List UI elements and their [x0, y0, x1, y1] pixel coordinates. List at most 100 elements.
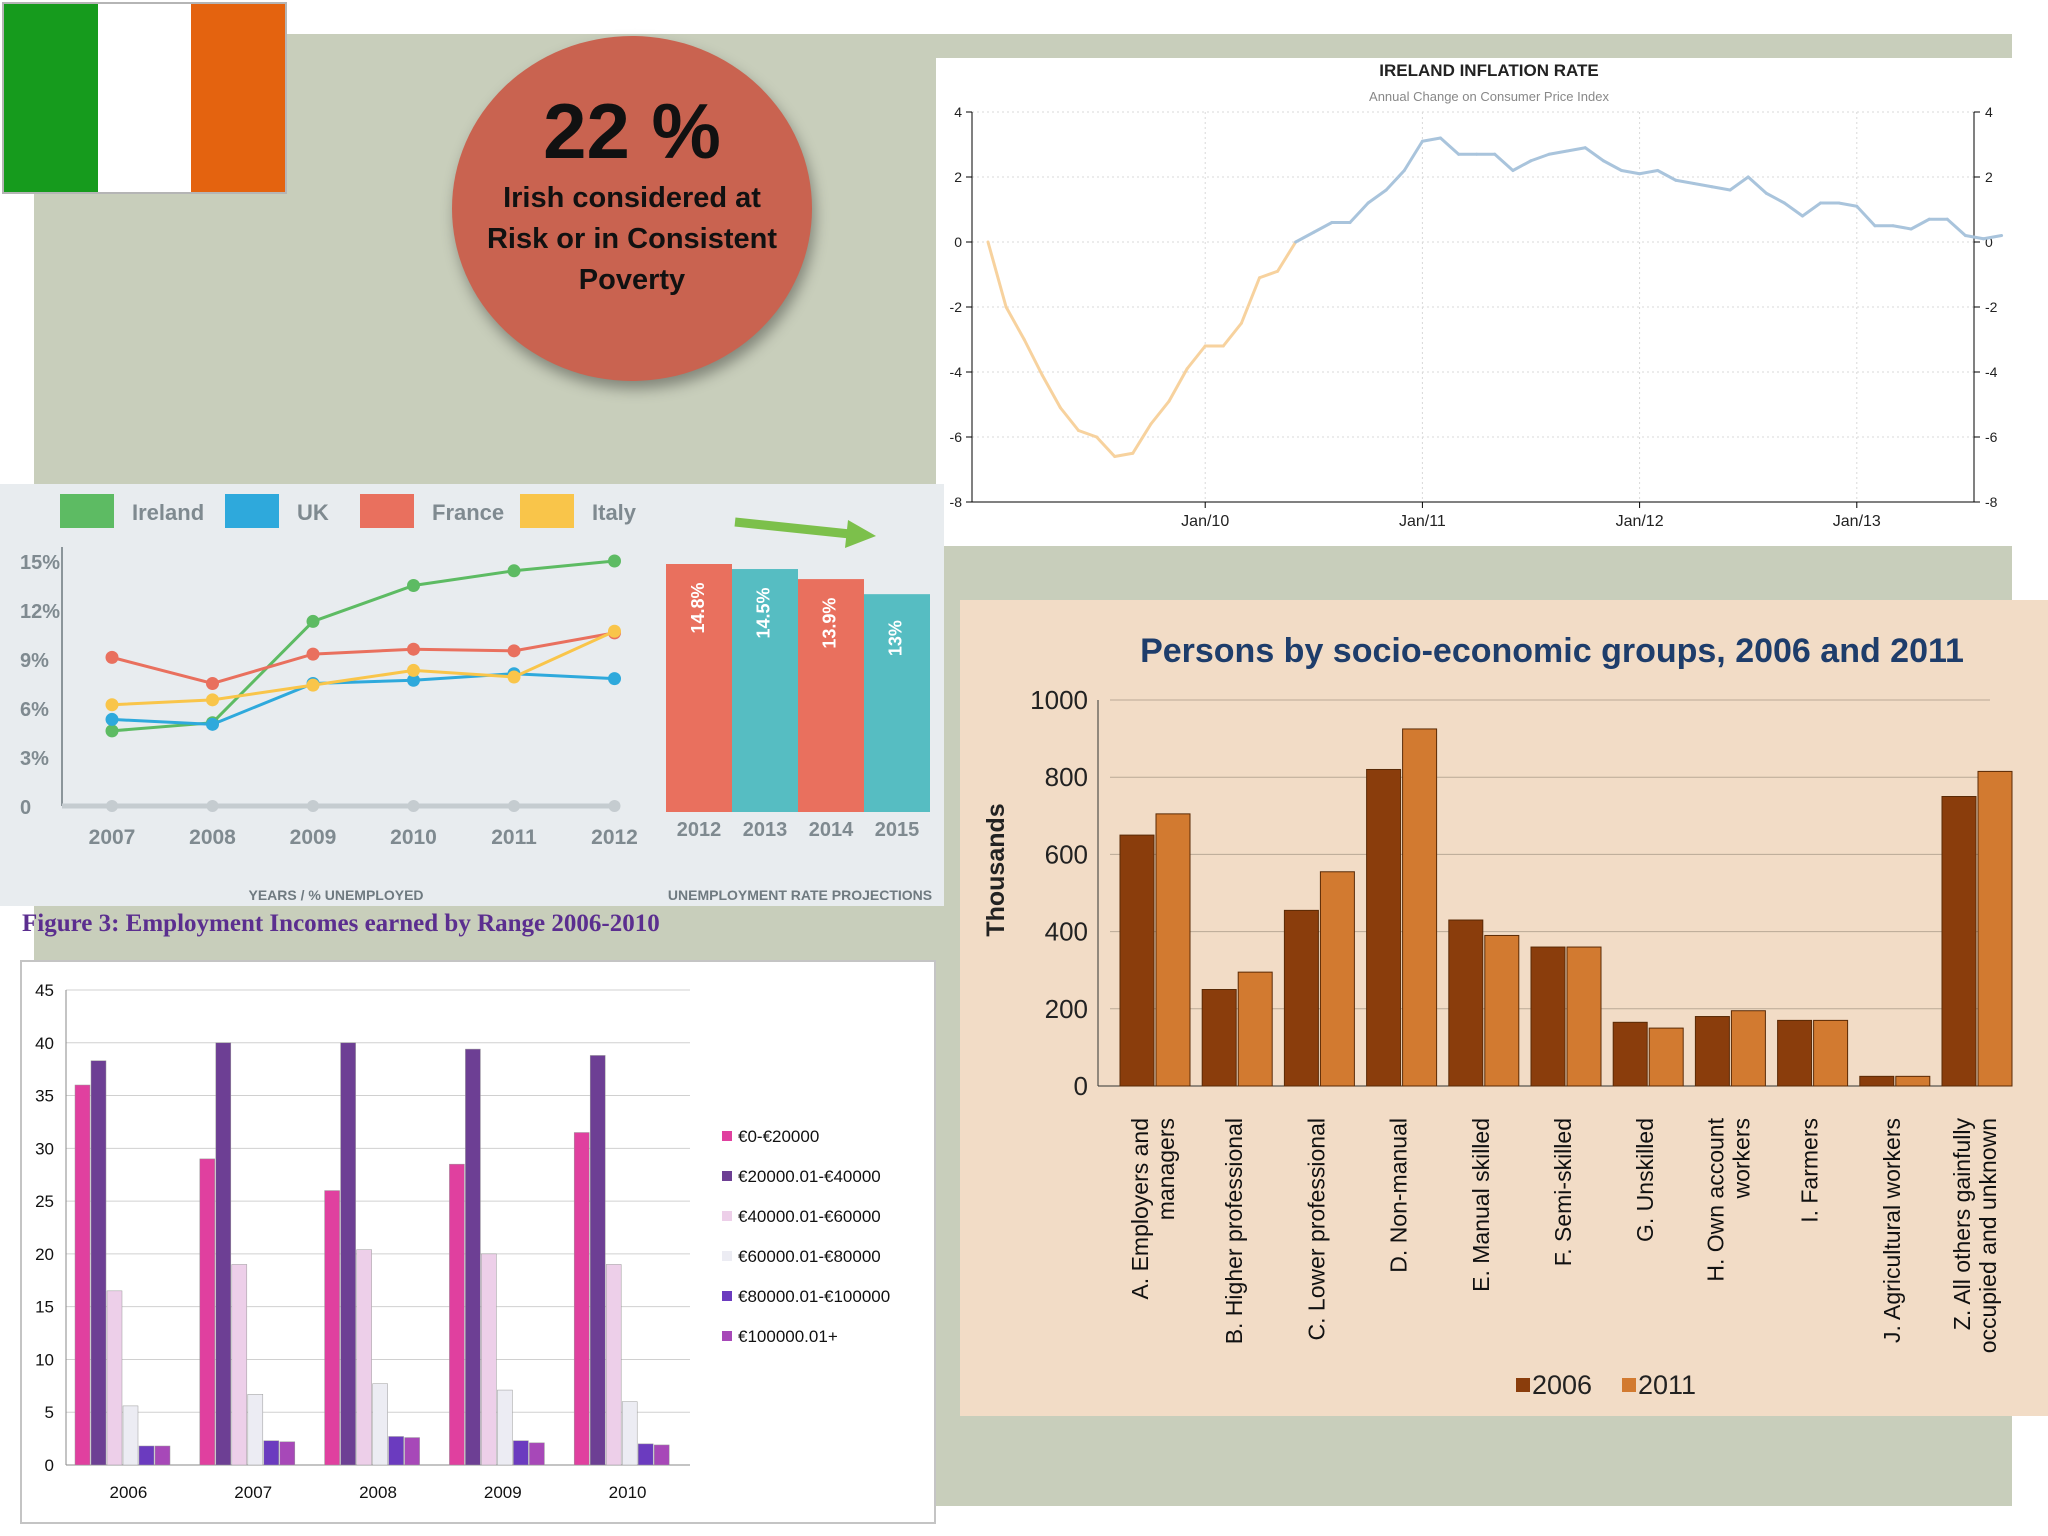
socio-legend-label: 2006: [1532, 1370, 1592, 1400]
projection-xtick-label: 2014: [809, 819, 854, 841]
emp-bar: [589, 1055, 606, 1466]
employment-incomes-title: Figure 3: Employment Incomes earned by R…: [22, 910, 660, 937]
unemp-point-ireland: [407, 579, 420, 592]
inflation-line-segment: [1601, 159, 1623, 172]
socio-category-label: B. Higher professional: [1221, 1118, 1247, 1344]
socio-category-label: C. Lower professional: [1303, 1118, 1329, 1340]
emp-ytick-label: 10: [35, 1350, 54, 1369]
socio-legend-label: 2011: [1638, 1370, 1696, 1400]
unemp-legend-swatch-ireland: [60, 494, 114, 528]
inflation-ytick-label-right: -4: [1985, 364, 1998, 380]
emp-ytick-label: 20: [35, 1245, 54, 1264]
socio-category-label-line: A. Employers and: [1127, 1118, 1153, 1300]
inflation-line-segment: [1855, 204, 1877, 228]
socio-bar: [1530, 946, 1566, 1087]
projection-bar-label: 13.9%: [820, 598, 840, 649]
projection-bar: [732, 569, 798, 812]
irish-flag: [2, 2, 287, 194]
socio-bar: [1612, 1021, 1648, 1087]
socio-bar: [1448, 919, 1484, 1087]
socio-bar: [1895, 1075, 1931, 1087]
socio-category-label: H. Own accountworkers: [1702, 1117, 1754, 1281]
inflation-line-segment: [1185, 344, 1207, 371]
inflation-line-segment: [1294, 230, 1316, 244]
unemp-ytick-label: 9%: [20, 650, 49, 672]
inflation-line-segment: [1529, 152, 1551, 163]
emp-bar: [279, 1441, 296, 1466]
socio-bar: [1566, 946, 1602, 1087]
inflation-xtick-label: Jan/10: [1181, 513, 1229, 530]
inflation-line-segment: [1348, 201, 1370, 224]
inflation-line-segment: [1221, 321, 1243, 348]
projection-xtick-label: 2015: [875, 819, 920, 841]
inflation-line-segment: [1692, 182, 1714, 189]
inflation-line-segment: [1656, 169, 1678, 182]
unemp-point-uk: [206, 717, 219, 731]
unemp-legend-label-france: France: [432, 500, 504, 525]
inflation-subtitle: Annual Change on Consumer Price Index: [1369, 89, 1609, 104]
inflation-line-segment: [1493, 152, 1515, 172]
emp-xtick-label: 2006: [109, 1483, 147, 1502]
emp-bar: [215, 1042, 232, 1466]
poverty-stat-label: Irish considered at Risk or in Consisten…: [486, 182, 778, 296]
emp-bar: [90, 1060, 107, 1466]
inflation-line-segment: [1963, 234, 1985, 241]
inflation-line-segment: [1945, 217, 1967, 237]
socio-bar: [1155, 813, 1191, 1087]
unemp-axis-dot: [307, 800, 319, 812]
socio-category-label: I. Farmers: [1797, 1118, 1823, 1223]
inflation-xtick-label: Jan/13: [1833, 513, 1881, 530]
emp-bar: [138, 1445, 155, 1466]
unemp-xtick-label: 2010: [390, 826, 437, 849]
socio-y-axis-label: Thousands: [982, 803, 1010, 936]
emp-bar: [324, 1190, 340, 1466]
emp-bar: [497, 1389, 513, 1466]
socio-economic-panel: Persons by socio-economic groups, 2006 a…: [960, 600, 2048, 1416]
unemp-axis-dot: [407, 800, 420, 812]
emp-xtick-label: 2009: [484, 1483, 522, 1502]
emp-legend-label: €20000.01-€40000: [738, 1167, 881, 1186]
inflation-line-segment: [1420, 136, 1442, 143]
inflation-ytick-label-left: 0: [954, 234, 962, 250]
inflation-line-segment: [1728, 175, 1750, 192]
unemp-point-italy: [105, 698, 119, 712]
projection-bar-label: 13%: [886, 620, 906, 656]
socio-category-label: A. Employers andmanagers: [1127, 1118, 1179, 1300]
socio-economic-chart: Persons by socio-economic groups, 2006 a…: [982, 632, 2013, 1400]
unemp-legend-label-italy: Italy: [592, 500, 637, 525]
unemp-point-ireland: [105, 724, 119, 738]
emp-bar: [605, 1264, 622, 1466]
emp-bar: [356, 1249, 372, 1466]
socio-category-label: G. Unskilled: [1632, 1118, 1658, 1242]
projection-bar: [798, 579, 864, 812]
emp-legend-swatch: [722, 1211, 732, 1221]
unemp-xtick-label: 2008: [189, 826, 236, 849]
socio-bar: [1319, 871, 1355, 1087]
unemp-point-ireland: [608, 554, 621, 568]
unemp-axis-dot: [508, 800, 520, 812]
projection-bar: [666, 564, 732, 812]
inflation-line-segment: [1149, 399, 1171, 426]
inflation-ytick-label-right: -8: [1985, 494, 1998, 510]
inflation-ytick-label-right: 4: [1985, 104, 1993, 120]
unemp-ytick-label: 15%: [20, 552, 60, 574]
unemp-point-italy: [407, 663, 420, 677]
socio-bar: [1484, 934, 1520, 1087]
emp-bar: [263, 1440, 280, 1466]
emp-bar: [465, 1048, 481, 1466]
socio-bar: [1119, 834, 1155, 1087]
emp-xtick-label: 2010: [609, 1483, 647, 1502]
socio-category-label: D. Non-manual: [1386, 1118, 1412, 1273]
inflation-line-segment: [1782, 201, 1804, 218]
flag-green-band: [4, 4, 98, 192]
inflation-line-segment: [1909, 217, 1931, 231]
unemp-trend-arrow-head: [845, 520, 876, 548]
emp-bar: [199, 1158, 216, 1466]
unemp-ytick-label: 3%: [20, 748, 49, 770]
emp-ytick-label: 0: [45, 1456, 54, 1475]
unemp-legend-label-ireland: Ireland: [132, 500, 204, 525]
unemp-xtick-label: 2007: [89, 826, 136, 849]
inflation-ytick-label-left: -2: [950, 299, 963, 315]
inflation-line-segment: [1439, 136, 1461, 156]
socio-category-label-line: occupied and unknown: [1975, 1118, 2001, 1353]
